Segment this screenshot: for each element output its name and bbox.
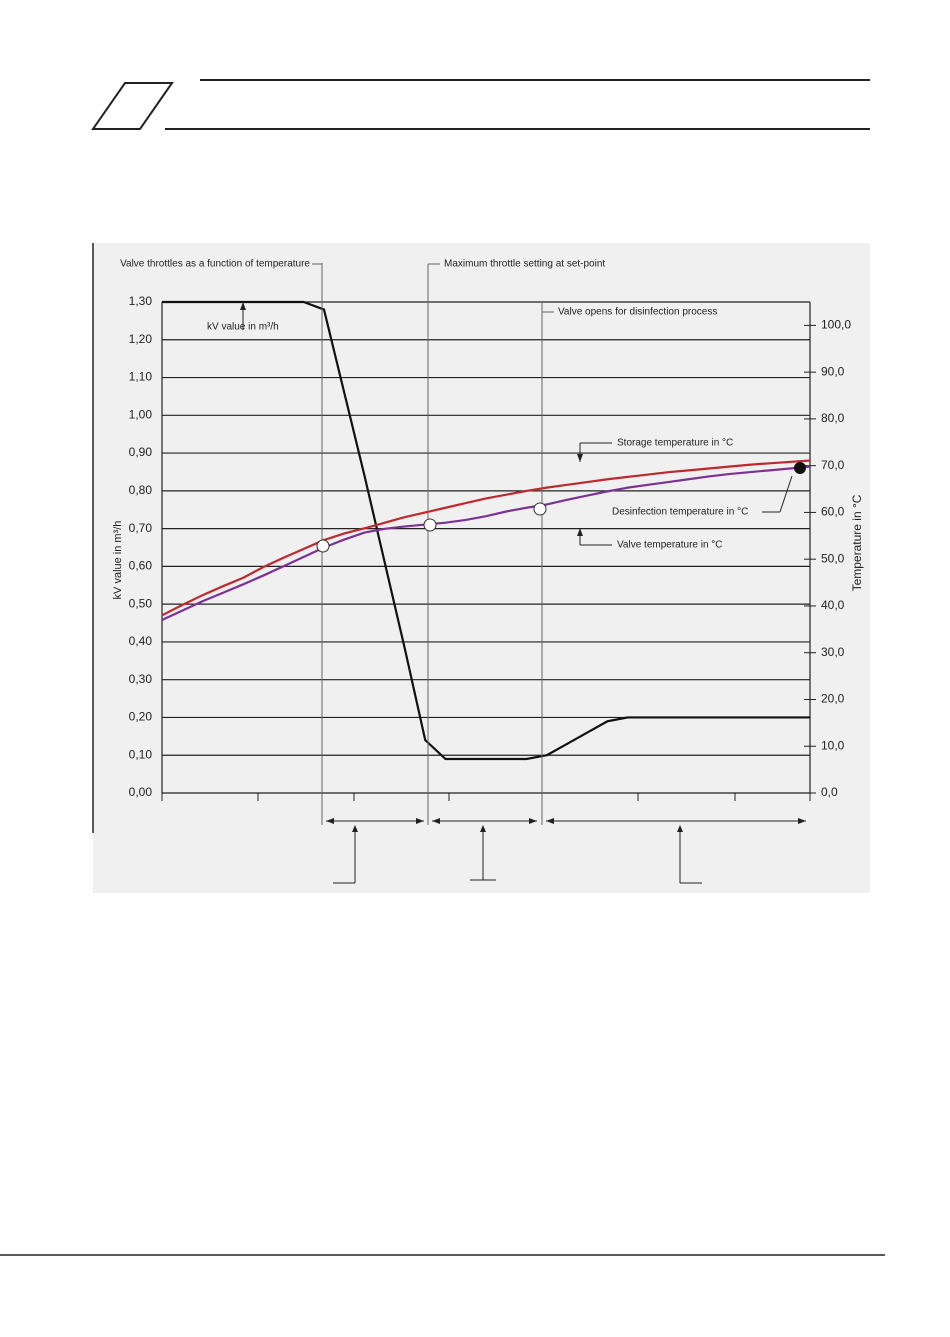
y2-tick-label: 70,0	[821, 458, 845, 472]
y-tick-label: 0,10	[129, 747, 153, 761]
y-tick-label: 1,30	[129, 294, 153, 308]
arrowhead	[577, 454, 583, 462]
y-tick-label: 0,00	[129, 785, 153, 799]
y-tick-label: 1,10	[129, 370, 153, 384]
arrowhead	[240, 302, 246, 310]
y-tick-label: 0,70	[129, 521, 153, 535]
leader	[779, 475, 793, 513]
y-tick-label: 0,60	[129, 559, 153, 573]
arrowhead	[577, 528, 583, 536]
series-line	[162, 300, 810, 761]
annotation: Valve opens for disinfection process	[558, 307, 717, 318]
y2-tick-label: 20,0	[821, 692, 845, 706]
phase-arrows	[326, 820, 806, 884]
chart-background	[93, 243, 870, 893]
marker	[316, 539, 330, 553]
marker	[533, 502, 547, 516]
series-line	[161, 465, 811, 621]
y2-tick-label: 90,0	[821, 364, 845, 378]
header-icon	[91, 82, 174, 130]
y2-tick-label: 0,0	[821, 785, 838, 799]
legend-label: Storage temperature in °C	[617, 438, 733, 449]
y-tick-label: 1,20	[129, 332, 153, 346]
y2-tick-label: 100,0	[821, 318, 851, 332]
y-tick-label: 0,90	[129, 445, 153, 459]
y-tick-label: 0,30	[129, 672, 153, 686]
chart: 0,00 0,10 0,20 0,30 0,40 0,50 0,60 0,70 0,80 0,90…	[112, 294, 864, 801]
y2-tick-label: 10,0	[821, 738, 845, 752]
y-tick-label: 1,00	[129, 407, 153, 421]
annotation: Desinfection temperature in °C	[612, 507, 748, 518]
y2-tick-label: 60,0	[821, 505, 845, 519]
y2-tick-label: 80,0	[821, 411, 845, 425]
y2-axis-title: Temperature in °C	[850, 494, 864, 591]
legend-label: kV value in m³/h	[207, 322, 279, 333]
legend-label: Valve temperature in °C	[617, 540, 723, 551]
y-tick-label: 0,40	[129, 634, 153, 648]
arrowheads	[326, 818, 806, 832]
y2-tick-label: 30,0	[821, 645, 845, 659]
y-axis-title: kV value in m³/h	[112, 521, 124, 600]
y-tick-label: 0,50	[129, 596, 153, 610]
marker	[423, 518, 437, 532]
y-tick-label: 0,80	[129, 483, 153, 497]
marker	[794, 462, 806, 474]
series-line	[161, 459, 811, 617]
annotation: Valve throttles as a function of tempera…	[120, 259, 310, 270]
y2-tick-label: 50,0	[821, 551, 845, 565]
y-tick-label: 0,20	[129, 710, 153, 724]
y2-tick-label: 40,0	[821, 598, 845, 612]
annotation: Maximum throttle setting at set-point	[444, 259, 605, 270]
